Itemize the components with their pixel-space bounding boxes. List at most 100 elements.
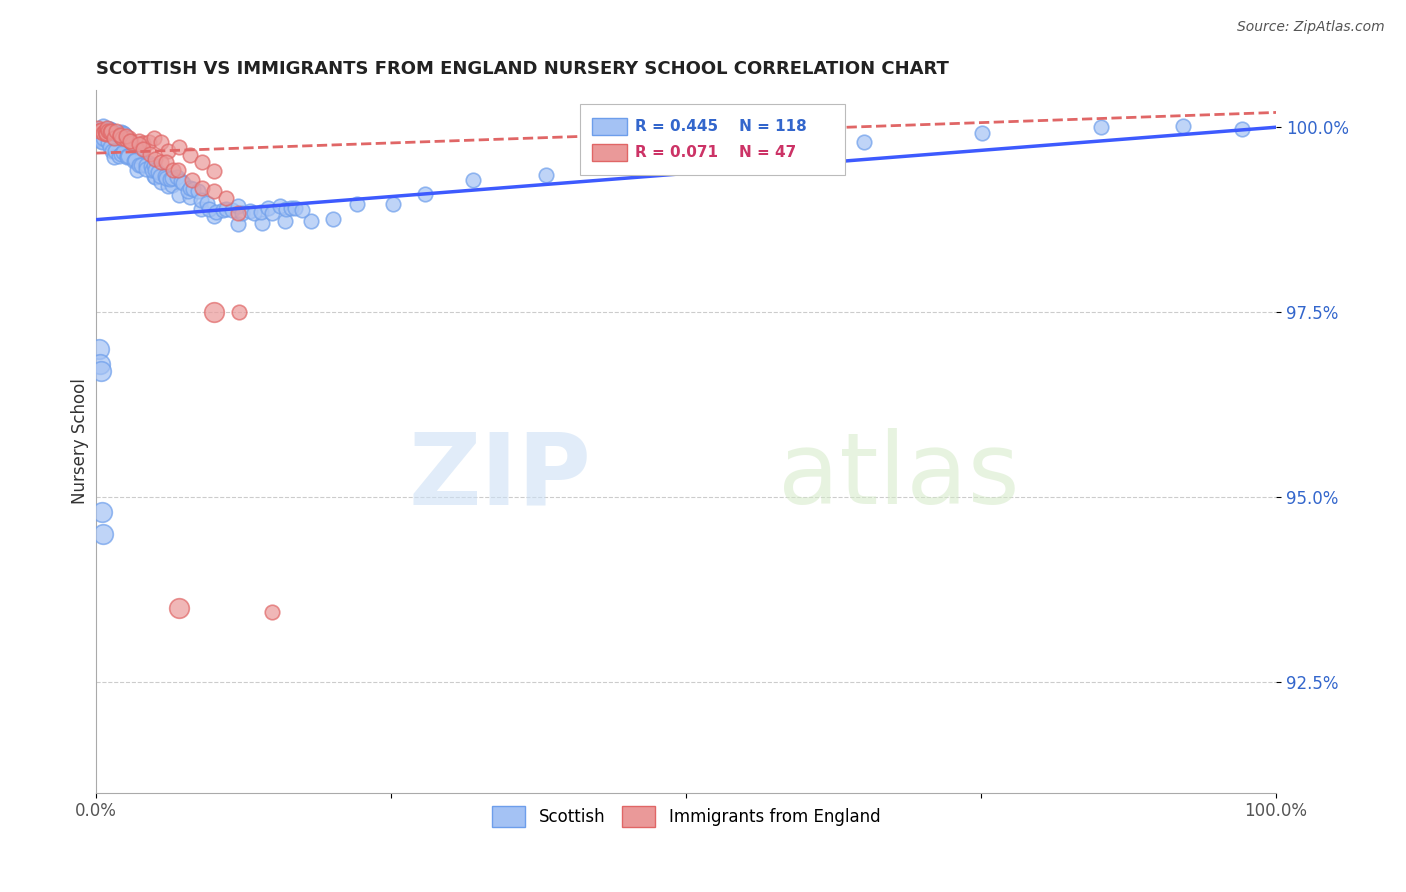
Point — [167, 163, 190, 178]
Point — [616, 150, 638, 164]
Point — [128, 158, 150, 172]
Point — [98, 140, 121, 154]
Point — [87, 132, 110, 146]
Point — [139, 146, 162, 161]
Point — [91, 123, 114, 137]
Point — [115, 150, 138, 164]
Point — [121, 141, 143, 155]
Text: atlas: atlas — [778, 428, 1019, 525]
Point — [90, 126, 112, 140]
Point — [155, 169, 177, 183]
Point — [129, 151, 152, 165]
Point — [101, 126, 124, 140]
Point — [382, 197, 405, 211]
Point — [160, 171, 183, 186]
Point — [274, 214, 297, 228]
Point — [115, 132, 138, 146]
Point — [121, 143, 143, 157]
Point — [205, 205, 228, 219]
Point — [190, 193, 212, 207]
Point — [117, 134, 139, 148]
Point — [111, 129, 134, 144]
Point — [534, 168, 557, 182]
Point — [104, 130, 127, 145]
Point — [128, 134, 150, 148]
Point — [160, 178, 183, 192]
Point — [135, 158, 157, 172]
Point — [120, 134, 142, 148]
Point — [138, 136, 160, 150]
Point — [170, 174, 193, 188]
Point — [127, 163, 149, 178]
Point — [105, 127, 128, 141]
Point — [132, 156, 155, 170]
Text: Source: ZipAtlas.com: Source: ZipAtlas.com — [1237, 20, 1385, 34]
Point — [104, 129, 127, 144]
Point — [115, 132, 138, 146]
Point — [107, 149, 129, 163]
Point — [91, 527, 114, 541]
Point — [90, 123, 112, 137]
Point — [167, 600, 190, 615]
Point — [105, 124, 128, 138]
Point — [100, 122, 122, 136]
Point — [226, 217, 249, 231]
Point — [91, 135, 114, 149]
Point — [139, 159, 162, 173]
Point — [195, 196, 218, 211]
Point — [159, 172, 181, 186]
Point — [179, 190, 201, 204]
Point — [100, 144, 122, 158]
Point — [202, 209, 225, 223]
Point — [142, 158, 165, 172]
Point — [166, 170, 188, 185]
Point — [155, 154, 177, 169]
Point — [149, 169, 172, 183]
Point — [89, 357, 111, 371]
Point — [90, 128, 112, 143]
Point — [202, 305, 225, 319]
Point — [202, 185, 225, 199]
Legend: Scottish, Immigrants from England: Scottish, Immigrants from England — [485, 800, 887, 833]
Point — [970, 127, 993, 141]
Point — [346, 197, 368, 211]
Point — [1090, 120, 1112, 134]
Point — [111, 145, 134, 159]
Point — [111, 126, 134, 140]
Point — [103, 130, 125, 145]
Point — [250, 216, 273, 230]
Point — [100, 124, 122, 138]
Point — [121, 136, 143, 150]
Point — [181, 182, 204, 196]
Point — [226, 206, 249, 220]
Point — [90, 364, 112, 378]
Point — [97, 135, 120, 149]
Point — [191, 181, 214, 195]
Point — [125, 141, 148, 155]
Point — [179, 148, 201, 162]
Point — [156, 178, 179, 193]
Point — [172, 177, 194, 191]
Point — [96, 121, 118, 136]
Point — [110, 125, 132, 139]
Point — [89, 124, 111, 138]
Point — [120, 134, 142, 148]
Point — [228, 304, 250, 318]
Point — [98, 121, 121, 136]
Point — [108, 128, 131, 143]
Text: ZIP: ZIP — [409, 428, 592, 525]
Point — [146, 164, 169, 178]
Point — [141, 162, 163, 177]
Point — [129, 149, 152, 163]
Text: R = 0.071    N = 47: R = 0.071 N = 47 — [636, 145, 797, 160]
Point — [215, 202, 238, 217]
Point — [202, 164, 225, 178]
Point — [180, 172, 202, 186]
Point — [191, 155, 214, 169]
Point — [190, 202, 212, 216]
Point — [91, 119, 114, 133]
Point — [103, 131, 125, 145]
Point — [167, 140, 190, 154]
Point — [211, 203, 233, 218]
Point — [142, 169, 165, 183]
